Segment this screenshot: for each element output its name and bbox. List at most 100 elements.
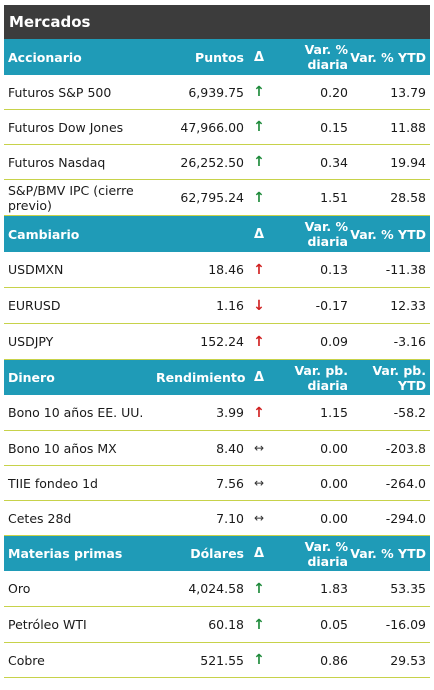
cell-var: 0.00 bbox=[320, 475, 348, 491]
table-row: USDJPY 152.24 ↑ 0.09 -3.16 bbox=[4, 324, 430, 360]
cell-ytd: -16.09 bbox=[385, 617, 426, 632]
arrow-flat-icon: ↔ bbox=[253, 476, 265, 490]
table-row: Cetes 28d 7.10 ↔ 0.00 -294.0 bbox=[4, 501, 430, 536]
header-ytd: Var. % YTD bbox=[350, 49, 426, 65]
table-row: Oro 4,024.58 ↑ 1.83 53.35 bbox=[4, 571, 430, 607]
cell-ytd: -264.0 bbox=[385, 475, 426, 491]
arrow-flat-icon: ↔ bbox=[253, 441, 265, 455]
header-ytd: Var. % YTD bbox=[350, 226, 426, 242]
panel-title: Mercados bbox=[4, 5, 430, 39]
header-ytd: Var. % YTD bbox=[350, 546, 426, 561]
cell-var: 0.09 bbox=[320, 334, 348, 349]
section-header-accionario: Accionario Puntos Δ Var. % diaria Var. % YTD bbox=[4, 39, 430, 75]
cell-ytd: -294.0 bbox=[385, 510, 426, 526]
header-arrow: Δ bbox=[253, 226, 265, 242]
cell-val: 8.40 bbox=[216, 440, 244, 456]
markets-table: Accionario Puntos Δ Var. % diaria Var. % YTD… bbox=[4, 39, 430, 678]
cell-ytd: 13.79 bbox=[390, 84, 426, 100]
cell-var: 1.51 bbox=[320, 190, 348, 205]
cell-ytd: -58.2 bbox=[393, 405, 426, 420]
cell-name: Bono 10 años EE. UU. bbox=[8, 405, 144, 420]
cell-name: TIIE fondeo 1d bbox=[8, 475, 98, 491]
arrow-up-icon: ↑ bbox=[253, 119, 265, 135]
arrow-up-icon: ↑ bbox=[253, 404, 265, 421]
cell-name: Futuros S&P 500 bbox=[8, 84, 112, 100]
header-name: Cambiario bbox=[8, 226, 80, 242]
cell-val: 18.46 bbox=[208, 262, 244, 277]
cell-val: 3.99 bbox=[216, 405, 244, 420]
cell-val: 152.24 bbox=[200, 334, 244, 349]
header-var: Var. pb. diaria bbox=[294, 362, 348, 393]
table-row: TIIE fondeo 1d 7.56 ↔ 0.00 -264.0 bbox=[4, 466, 430, 501]
cell-ytd: -203.8 bbox=[385, 440, 426, 456]
cell-name: USDJPY bbox=[8, 334, 54, 349]
arrow-up-icon: ↑ bbox=[253, 189, 265, 206]
arrow-up-icon: ↑ bbox=[253, 652, 265, 668]
arrow-flat-icon: ↔ bbox=[253, 511, 265, 525]
table-row: Bono 10 años MX 8.40 ↔ 0.00 -203.8 bbox=[4, 431, 430, 466]
cell-val: 6,939.75 bbox=[188, 84, 244, 100]
table-row: S&P/BMV IPC (cierre previo) 62,795.24 ↑ 1.5… bbox=[4, 180, 430, 216]
cell-ytd: -11.38 bbox=[385, 262, 426, 277]
table-row: Futuros Nasdaq 26,252.50 ↑ 0.34 19.94 bbox=[4, 145, 430, 180]
cell-val: 1.16 bbox=[216, 298, 244, 313]
cell-var: 0.00 bbox=[320, 510, 348, 526]
cell-var: 0.00 bbox=[320, 440, 348, 456]
arrow-up-icon: ↑ bbox=[253, 580, 265, 597]
cell-var: 0.20 bbox=[320, 84, 348, 100]
cell-ytd: 11.88 bbox=[390, 119, 426, 135]
cell-var: 1.15 bbox=[320, 405, 348, 420]
header-var: Var. % diaria bbox=[304, 219, 348, 249]
cell-val: 26,252.50 bbox=[180, 154, 244, 170]
table-row: EURUSD 1.16 ↓ -0.17 12.33 bbox=[4, 288, 430, 324]
header-arrow: Δ bbox=[253, 49, 265, 65]
header-name: Materias primas bbox=[8, 546, 123, 561]
arrow-up-icon: ↑ bbox=[253, 84, 265, 100]
cell-var: 0.13 bbox=[320, 262, 348, 277]
header-var: Var. % diaria bbox=[304, 42, 348, 72]
header-var: Var. % diaria bbox=[304, 538, 348, 569]
cell-var: 0.15 bbox=[320, 119, 348, 135]
header-val: Dólares bbox=[190, 546, 244, 561]
cell-ytd: 29.53 bbox=[390, 652, 426, 668]
header-arrow: Δ bbox=[253, 370, 265, 385]
header-arrow: Δ bbox=[253, 546, 265, 561]
table-row: Futuros Dow Jones 47,966.00 ↑ 0.15 11.88 bbox=[4, 110, 430, 145]
table-row: Cobre 521.55 ↑ 0.86 29.53 bbox=[4, 643, 430, 678]
cell-name: S&P/BMV IPC (cierre previo) bbox=[8, 182, 134, 213]
cell-var: 0.34 bbox=[320, 154, 348, 170]
header-ytd: Var. pb. YTD bbox=[372, 362, 426, 393]
arrow-down-icon: ↓ bbox=[253, 297, 265, 314]
cell-var: 0.05 bbox=[320, 617, 348, 632]
arrow-up-icon: ↑ bbox=[253, 261, 265, 278]
cell-val: 62,795.24 bbox=[180, 190, 244, 205]
cell-name: Cobre bbox=[8, 652, 45, 668]
cell-name: Petróleo WTI bbox=[8, 617, 87, 632]
cell-ytd: 28.58 bbox=[390, 190, 426, 205]
table-row: USDMXN 18.46 ↑ 0.13 -11.38 bbox=[4, 252, 430, 288]
cell-val: 521.55 bbox=[200, 652, 244, 668]
cell-ytd: -3.16 bbox=[393, 334, 426, 349]
header-val: Rendimiento bbox=[156, 370, 246, 385]
cell-var: 0.86 bbox=[320, 652, 348, 668]
table-row: Bono 10 años EE. UU. 3.99 ↑ 1.15 -58.2 bbox=[4, 395, 430, 431]
header-val: Puntos bbox=[195, 49, 244, 65]
section-header-dinero: Dinero Rendimiento Δ Var. pb. diaria Var. pb… bbox=[4, 360, 430, 395]
cell-var: -0.17 bbox=[315, 298, 348, 313]
cell-var: 1.83 bbox=[320, 581, 348, 596]
cell-val: 4,024.58 bbox=[188, 581, 244, 596]
cell-ytd: 19.94 bbox=[390, 154, 426, 170]
section-header-cambiario: Cambiario Δ Var. % diaria Var. % YTD bbox=[4, 216, 430, 252]
cell-name: USDMXN bbox=[8, 262, 64, 277]
cell-name: Cetes 28d bbox=[8, 510, 72, 526]
cell-name: Futuros Dow Jones bbox=[8, 119, 124, 135]
cell-val: 47,966.00 bbox=[180, 119, 244, 135]
cell-val: 60.18 bbox=[208, 617, 244, 632]
cell-name: Oro bbox=[8, 581, 31, 596]
table-row: Futuros S&P 500 6,939.75 ↑ 0.20 13.79 bbox=[4, 75, 430, 110]
cell-ytd: 12.33 bbox=[390, 298, 426, 313]
header-name: Dinero bbox=[8, 370, 55, 385]
cell-name: EURUSD bbox=[8, 298, 61, 313]
cell-ytd: 53.35 bbox=[390, 581, 426, 596]
cell-val: 7.56 bbox=[216, 475, 244, 491]
